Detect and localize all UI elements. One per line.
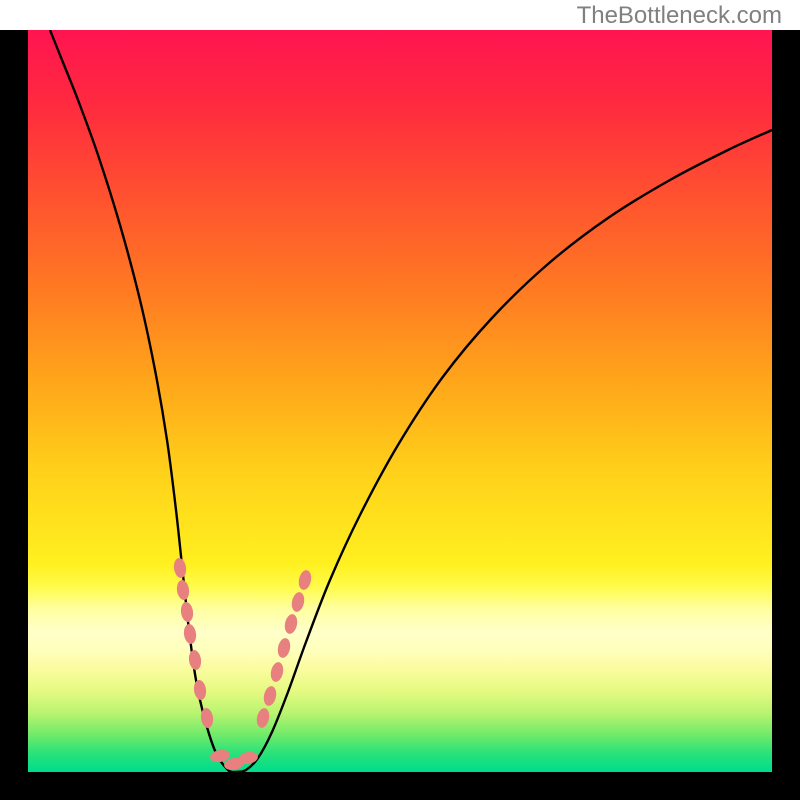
data-dot (297, 569, 313, 591)
frame-border-right (772, 30, 800, 800)
data-dot (276, 637, 292, 659)
data-dot (269, 661, 285, 683)
data-dot (180, 601, 195, 622)
data-dot (193, 679, 208, 700)
data-dot (188, 649, 203, 670)
data-dot (283, 613, 299, 635)
frame-border-bottom (0, 772, 800, 800)
data-dot (262, 685, 278, 707)
data-dot (173, 557, 188, 578)
data-dot (176, 579, 191, 600)
chart-root: TheBottleneck.com (0, 0, 800, 800)
frame-border-left (0, 30, 28, 800)
plot-frame (0, 30, 800, 800)
data-dot (255, 707, 271, 729)
data-dots (173, 557, 313, 771)
data-dot (183, 623, 198, 644)
watermark-text: TheBottleneck.com (577, 2, 782, 30)
right-curve (236, 130, 772, 772)
data-dot (290, 591, 306, 613)
curves-layer (28, 30, 772, 772)
left-curve (50, 30, 236, 772)
